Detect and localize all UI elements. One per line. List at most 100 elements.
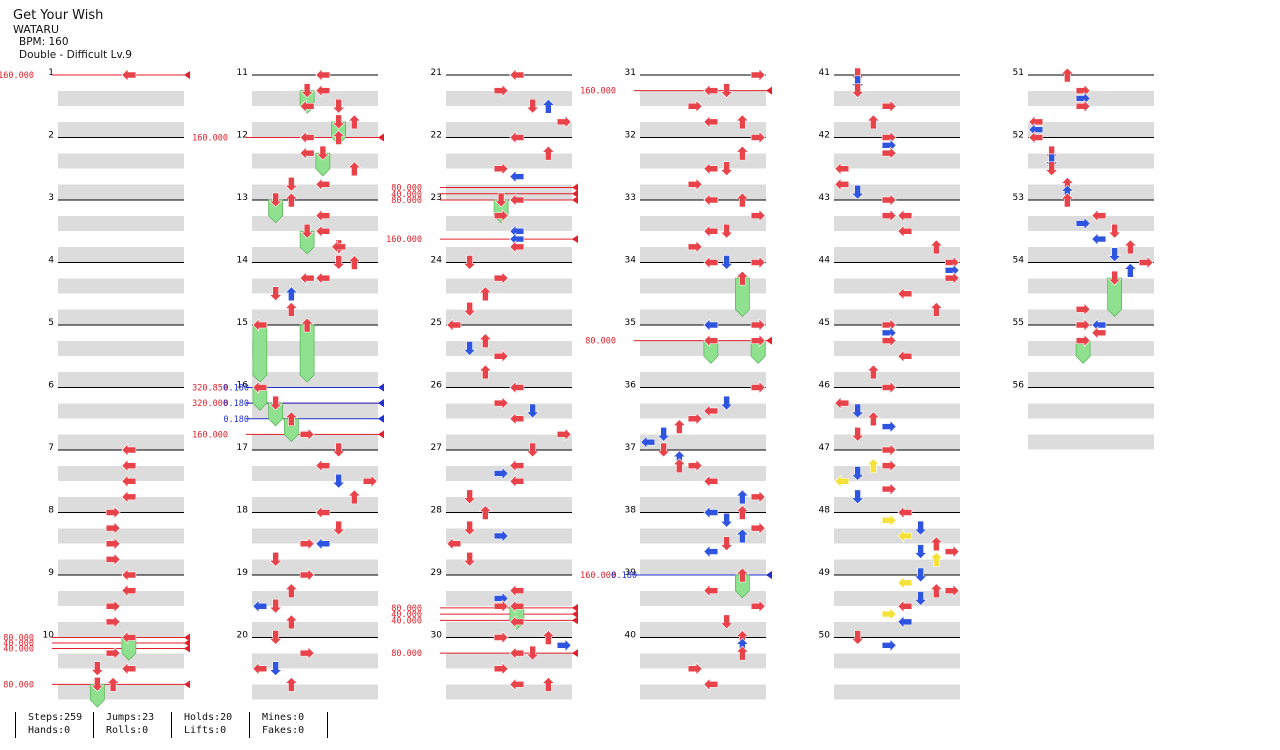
- arrow-right-icon: [881, 443, 897, 457]
- arrow-up-icon: [284, 301, 299, 317]
- arrow-right-icon: [105, 537, 121, 551]
- arrow-left-icon: [446, 318, 462, 332]
- arrow-down-icon: [268, 661, 283, 677]
- arrow-down-icon: [284, 177, 299, 192]
- measure-number: 31: [625, 68, 636, 78]
- bpm-marker: [572, 603, 578, 612]
- arrow-right-icon: [556, 427, 572, 442]
- stats-cell: Mines:0 Fakes:0: [249, 712, 326, 738]
- stat-rolls: Rolls:0: [106, 724, 149, 736]
- stats-end-divider: [327, 712, 328, 738]
- beat-band: [640, 466, 766, 481]
- arrow-left-icon: [897, 615, 913, 629]
- arrow-right-icon: [1075, 333, 1091, 348]
- measure-number: 26: [431, 381, 443, 391]
- arrow-up-icon: [284, 411, 299, 427]
- arrow-down-icon: [525, 98, 540, 114]
- arrow-right-icon: [750, 521, 766, 535]
- arrow-down-icon: [90, 661, 105, 677]
- arrow-up-icon: [735, 145, 750, 161]
- hold-body: [1107, 277, 1123, 317]
- arrow-left-icon: [1028, 130, 1044, 145]
- beat-band: [1028, 309, 1154, 325]
- arrow-right-icon: [105, 505, 121, 520]
- arrow-up-icon: [300, 317, 314, 333]
- beat-band: [446, 622, 572, 637]
- beat-band: [252, 434, 378, 450]
- arrow-left-icon: [509, 599, 525, 613]
- measure-number: 46: [819, 381, 831, 391]
- measure-number: 33: [625, 193, 636, 203]
- measure-number: 37: [625, 443, 636, 453]
- beat-band: [834, 184, 960, 200]
- measure-number: 48: [819, 506, 831, 516]
- beat-band: [252, 216, 378, 231]
- beat-band: [252, 341, 378, 356]
- arrow-right-icon: [881, 638, 897, 653]
- measure-number: 22: [431, 131, 442, 141]
- arrow-right-icon: [881, 99, 897, 113]
- beat-band: [640, 184, 766, 200]
- beat-band: [252, 591, 378, 606]
- beat-band: [640, 247, 766, 262]
- arrow-down-icon: [462, 552, 477, 567]
- arrow-left-icon: [640, 435, 656, 449]
- arrow-up-icon: [284, 614, 299, 630]
- stat-holds: Holds:20: [184, 712, 233, 723]
- arrow-left-icon: [703, 677, 719, 692]
- arrow-left-icon: [897, 505, 913, 520]
- bpm-marker: [572, 196, 578, 204]
- arrow-left-icon: [703, 318, 719, 332]
- beat-band: [834, 122, 960, 137]
- beat-band: [252, 684, 378, 700]
- arrow-right-icon: [1075, 99, 1091, 113]
- arrow-down-icon: [300, 83, 314, 99]
- hold-body: [703, 340, 719, 364]
- arrow-left-icon: [315, 271, 331, 285]
- arrow-up-icon: [1060, 67, 1075, 83]
- arrow-down-icon: [719, 161, 734, 177]
- arrow-right-icon: [750, 380, 766, 395]
- arrow-right-icon: [881, 458, 897, 473]
- hold-body: [750, 340, 766, 364]
- beat-band: [834, 684, 960, 700]
- beat-band: [834, 309, 960, 325]
- arrow-right-icon: [687, 458, 703, 473]
- arrow-left-icon: [509, 458, 525, 473]
- measure-number: 54: [1013, 256, 1025, 266]
- arrow-left-icon: [446, 537, 462, 551]
- measure-number: 1: [48, 68, 54, 78]
- step-chart: 1234567891011121314151617181920212223242…: [0, 67, 1154, 708]
- measure-number: 4: [48, 256, 54, 266]
- beat-band: [58, 528, 184, 544]
- beat-band: [834, 559, 960, 575]
- bpm-label: 160.000: [580, 87, 616, 97]
- measure-number: 11: [237, 68, 248, 78]
- bpm-label: 80.000: [391, 649, 422, 659]
- beat-band: [252, 622, 378, 637]
- arrow-up-icon: [672, 419, 687, 434]
- beat-band: [58, 466, 184, 481]
- arrow-right-icon: [105, 599, 121, 613]
- arrow-right-icon: [750, 208, 766, 223]
- arrow-left-icon: [509, 193, 525, 207]
- arrow-left-icon: [703, 474, 719, 488]
- bpm-marker: [572, 616, 578, 625]
- arrow-left-icon: [331, 240, 346, 254]
- arrow-up-icon: [284, 583, 299, 598]
- beat-band: [58, 434, 184, 450]
- bpm-label: 80.000: [391, 604, 422, 614]
- arrow-left-icon: [897, 349, 913, 363]
- beat-band: [446, 122, 572, 137]
- beat-band: [446, 372, 572, 387]
- arrow-left-icon: [703, 583, 719, 598]
- arrow-up-icon: [541, 676, 556, 692]
- arrow-left-icon: [897, 287, 913, 301]
- beat-band: [446, 278, 572, 294]
- arrow-down-icon: [913, 520, 928, 536]
- arrow-right-icon: [1075, 216, 1091, 231]
- measure-number: 25: [431, 318, 442, 328]
- beat-band: [834, 278, 960, 294]
- beat-band: [446, 653, 572, 669]
- hold-body: [315, 152, 331, 177]
